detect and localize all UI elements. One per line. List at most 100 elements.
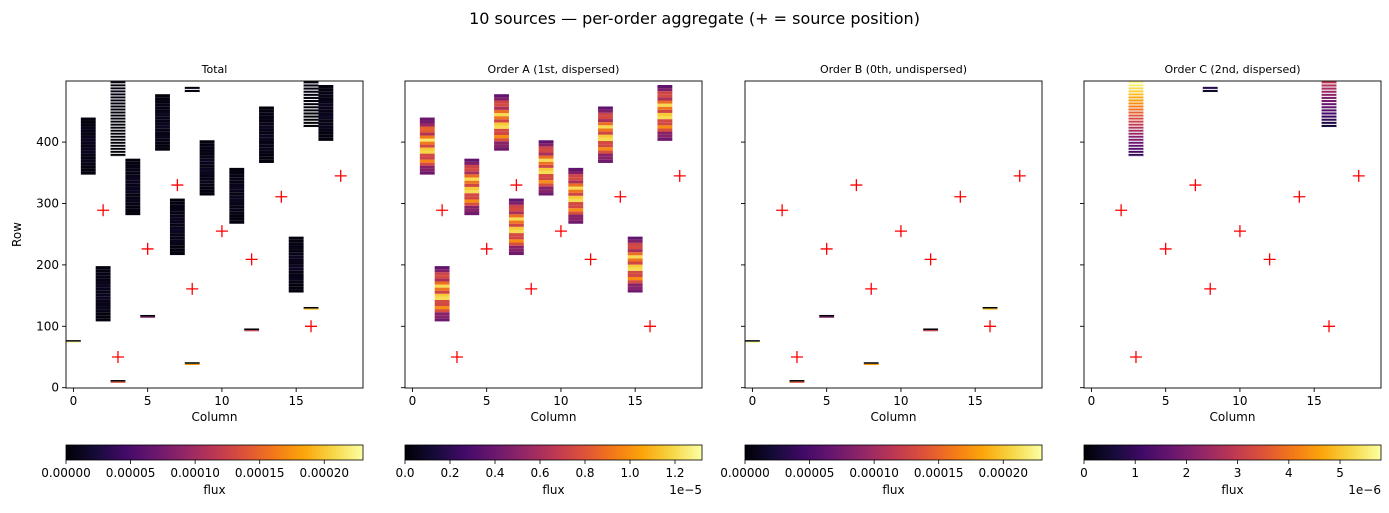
colorbar-tick-label: 0.6: [530, 466, 549, 480]
colorbar-ramp: [1083, 444, 1382, 461]
spectrum-strip: [169, 223, 185, 227]
spectrum-strip: [494, 144, 509, 148]
spectrum-strip: [95, 309, 111, 313]
source-marker: [614, 190, 627, 203]
panel-3: Order B (0th, undispersed) 0 5 10 15 Column 0.…: [720, 63, 1043, 497]
source-marker: [171, 179, 184, 192]
spectrum-strip: [303, 118, 319, 122]
spectrum-strip: [494, 103, 509, 107]
spectrum-strip: [419, 129, 435, 133]
spectrum-strip: [125, 183, 141, 187]
spectrum-strip: [303, 96, 319, 100]
spectrum-strip: [125, 208, 141, 213]
spectrum-strip: [598, 119, 613, 123]
strip-gap: [110, 107, 126, 109]
strip-gap: [110, 149, 126, 151]
strip-gap: [1128, 131, 1144, 133]
spectrum-block: [95, 266, 111, 322]
spectrum-strip: [568, 167, 584, 171]
spectrum-strip: [434, 269, 450, 273]
order0-bar: [745, 340, 760, 342]
spectrum-strip: [318, 97, 334, 101]
spectrum-strip: [110, 99, 126, 103]
spectrum-strip: [318, 106, 334, 110]
spectrum-strip: [1128, 84, 1144, 88]
spectrum-strip: [627, 239, 643, 243]
spectrum-strip: [303, 90, 319, 94]
spectrum-strip: [1128, 153, 1144, 157]
colorbar-tick-label: 0.0: [395, 466, 414, 480]
spectrum-strip: [155, 125, 170, 129]
spectrum-strip: [1128, 129, 1144, 133]
spectrum-strip: [598, 141, 613, 145]
source-marker: [894, 225, 907, 238]
colorbar-label: flux: [203, 483, 225, 497]
spectrum-strip: [508, 242, 524, 246]
spectrum-strip: [538, 183, 554, 187]
spectrum-strip: [155, 144, 170, 148]
spectrum-strip: [110, 84, 126, 88]
spectrum-strip: [464, 186, 480, 191]
spectrum-strip: [434, 296, 450, 300]
spectrum-strip: [657, 112, 673, 117]
spectrum-strip: [80, 147, 96, 151]
spectrum-strip: [155, 113, 170, 117]
source-marker: [1159, 242, 1172, 255]
order0-bar-highlight: [184, 363, 200, 366]
spectrum-strip: [538, 167, 554, 171]
colorbar-tick-label: 2: [1183, 466, 1191, 480]
strip-gap: [1128, 83, 1144, 85]
panel-title: Order B (0th, undispersed): [820, 63, 967, 76]
spectrum-strip: [229, 208, 245, 212]
spectrum-strip: [568, 183, 584, 187]
spectrum-strip: [494, 134, 509, 139]
panel-title: Order C (2nd, dispersed): [1165, 63, 1301, 76]
colorbar-offset: 1e−5: [669, 483, 702, 497]
spectrum-strip: [1128, 123, 1144, 127]
spectrum-strip: [494, 97, 509, 101]
spectrum-strip: [169, 217, 185, 221]
strip-gap: [303, 95, 319, 97]
spectrum-strip: [199, 177, 215, 181]
spectrum-strip: [125, 180, 141, 184]
spectrum-strip: [80, 132, 96, 136]
spectrum-strip: [155, 94, 170, 98]
spectrum-strip: [303, 103, 319, 107]
strip-gap: [1321, 95, 1337, 97]
strip-gap: [1128, 119, 1144, 121]
spectrum-block: [538, 140, 554, 196]
spectrum-strip: [419, 132, 435, 136]
spectrum-strip: [1128, 102, 1144, 106]
spectrum-block: [125, 158, 141, 216]
spectrum-strip: [568, 208, 584, 212]
spectrum-strip: [199, 158, 215, 162]
x-axis-label: Column: [192, 410, 238, 424]
spectrum-strip: [1321, 99, 1337, 104]
order0-bar-highlight: [982, 308, 998, 310]
x-tick-label: 0: [409, 394, 417, 408]
spectrum-strip: [494, 113, 509, 117]
source-marker: [525, 282, 538, 295]
colorbar-label: flux: [1221, 483, 1243, 497]
spectrum-strip: [1128, 96, 1144, 100]
order0-bar: [982, 306, 998, 309]
strip-gap: [110, 86, 126, 88]
strip-gap: [110, 116, 126, 118]
strip-gap: [110, 119, 126, 121]
spectrum-block: [508, 198, 524, 256]
spectrum-block: [303, 81, 319, 128]
strip-gap: [303, 111, 319, 113]
spectrum-strip: [627, 273, 643, 278]
spectrum-strip: [1128, 147, 1144, 151]
spectrum-strip: [464, 183, 480, 187]
colorbar-tick-label: 0.00005: [785, 466, 835, 480]
spectrum-block: [627, 236, 643, 293]
spectrum-strip: [110, 135, 126, 139]
strip-gap: [303, 108, 319, 110]
spectrum-strip: [80, 123, 96, 127]
strip-gap: [1128, 95, 1144, 97]
spectrum-strip: [1128, 81, 1144, 85]
spectrum-strip: [125, 190, 141, 194]
spectrum-strip: [288, 270, 304, 274]
spectrum-strip: [110, 132, 126, 136]
